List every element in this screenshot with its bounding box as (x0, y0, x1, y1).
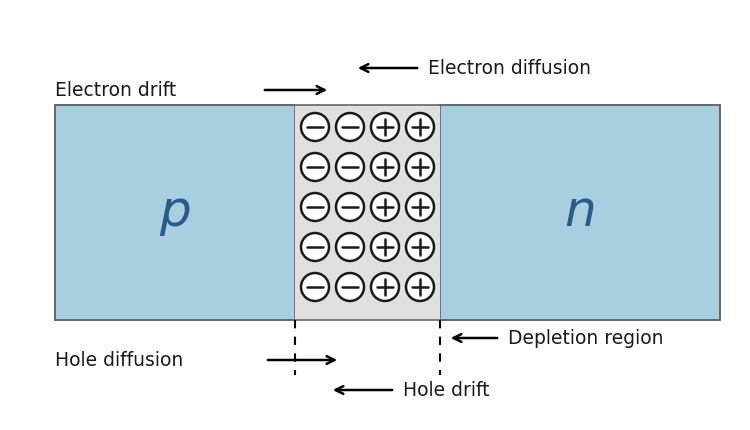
Circle shape (371, 193, 399, 221)
Circle shape (336, 153, 364, 181)
Circle shape (406, 153, 434, 181)
Text: Electron drift: Electron drift (55, 80, 176, 99)
Circle shape (406, 193, 434, 221)
Circle shape (336, 233, 364, 261)
Circle shape (406, 233, 434, 261)
Text: Hole diffusion: Hole diffusion (55, 350, 183, 369)
Circle shape (336, 273, 364, 301)
Circle shape (301, 193, 329, 221)
Circle shape (301, 273, 329, 301)
Circle shape (371, 233, 399, 261)
Bar (295, 105, 440, 320)
Circle shape (371, 113, 399, 141)
Circle shape (301, 113, 329, 141)
Circle shape (301, 153, 329, 181)
Bar (440, 105, 720, 320)
Circle shape (371, 153, 399, 181)
Circle shape (406, 113, 434, 141)
Bar (55, 105, 720, 320)
Circle shape (301, 233, 329, 261)
Text: n: n (564, 188, 596, 237)
Text: Hole drift: Hole drift (403, 381, 490, 399)
Circle shape (336, 193, 364, 221)
Text: Depletion region: Depletion region (508, 329, 664, 347)
Circle shape (406, 273, 434, 301)
Circle shape (336, 113, 364, 141)
Circle shape (371, 273, 399, 301)
Text: p: p (159, 188, 190, 237)
Bar (55, 105, 295, 320)
Text: Electron diffusion: Electron diffusion (428, 58, 591, 77)
